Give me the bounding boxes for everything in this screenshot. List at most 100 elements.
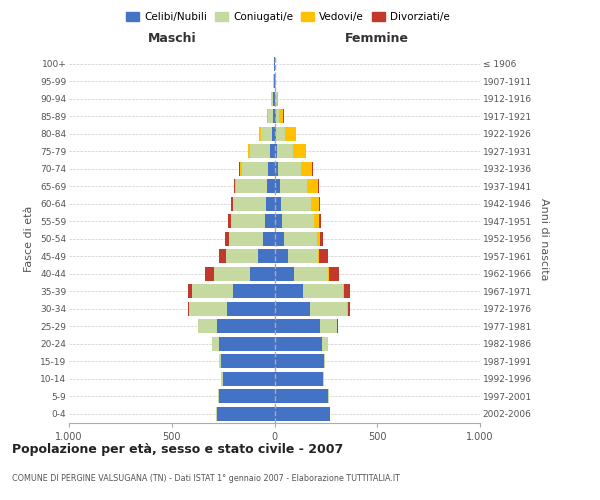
Bar	[275, 144, 277, 158]
Bar	[221, 354, 275, 368]
Bar	[324, 354, 325, 368]
Text: COMUNE DI PERGINE VALSUGANA (TN) - Dati ISTAT 1° gennaio 2007 - Elaborazione TUT: COMUNE DI PERGINE VALSUGANA (TN) - Dati …	[12, 474, 400, 483]
Bar	[227, 302, 275, 316]
Bar	[275, 266, 294, 281]
Bar	[275, 214, 281, 228]
Bar	[271, 144, 275, 158]
Bar	[288, 249, 317, 264]
Bar	[268, 162, 275, 176]
Bar	[266, 109, 268, 124]
Bar	[319, 196, 320, 211]
Bar	[328, 266, 329, 281]
Bar	[272, 126, 275, 141]
Bar	[275, 372, 323, 386]
Bar	[274, 74, 275, 88]
Bar	[223, 372, 275, 386]
Bar	[265, 214, 275, 228]
Bar	[219, 389, 275, 404]
Bar	[266, 196, 275, 211]
Bar	[344, 284, 350, 298]
Bar	[229, 232, 263, 246]
Bar	[319, 214, 321, 228]
Bar	[320, 232, 323, 246]
Text: Femmine: Femmine	[345, 32, 409, 44]
Bar	[273, 109, 275, 124]
Bar	[231, 196, 233, 211]
Legend: Celibi/Nubili, Coniugati/e, Vedovi/e, Divorziati/e: Celibi/Nubili, Coniugati/e, Vedovi/e, Di…	[122, 8, 454, 26]
Bar	[217, 319, 275, 334]
Bar	[280, 179, 307, 194]
Bar	[274, 92, 275, 106]
Bar	[281, 196, 311, 211]
Bar	[303, 284, 343, 298]
Bar	[268, 109, 273, 124]
Bar	[214, 266, 250, 281]
Bar	[193, 284, 233, 298]
Bar	[278, 162, 301, 176]
Bar	[314, 214, 319, 228]
Bar	[250, 266, 275, 281]
Bar	[240, 162, 242, 176]
Bar	[242, 162, 268, 176]
Bar	[275, 232, 284, 246]
Bar	[259, 126, 261, 141]
Bar	[275, 126, 276, 141]
Bar	[219, 354, 221, 368]
Bar	[276, 126, 286, 141]
Bar	[275, 179, 280, 194]
Bar	[293, 144, 306, 158]
Bar	[205, 266, 214, 281]
Bar	[217, 406, 275, 421]
Bar	[239, 162, 240, 176]
Bar	[310, 302, 347, 316]
Bar	[275, 302, 310, 316]
Bar	[221, 372, 223, 386]
Bar	[311, 196, 319, 211]
Bar	[263, 232, 275, 246]
Bar	[226, 249, 258, 264]
Bar	[188, 302, 189, 316]
Bar	[317, 179, 319, 194]
Bar	[268, 179, 275, 194]
Bar	[236, 179, 268, 194]
Bar	[279, 109, 283, 124]
Bar	[275, 249, 288, 264]
Bar	[275, 284, 303, 298]
Bar	[275, 389, 328, 404]
Bar	[275, 354, 324, 368]
Bar	[188, 284, 192, 298]
Bar	[319, 249, 328, 264]
Bar	[275, 196, 281, 211]
Bar	[198, 319, 199, 334]
Bar	[232, 214, 265, 228]
Bar	[294, 266, 328, 281]
Bar	[284, 232, 317, 246]
Bar	[275, 109, 279, 124]
Bar	[273, 74, 274, 88]
Bar	[275, 162, 278, 176]
Bar	[275, 319, 320, 334]
Bar	[275, 336, 322, 351]
Bar	[323, 372, 324, 386]
Bar	[233, 196, 266, 211]
Bar	[337, 319, 338, 334]
Bar	[329, 266, 339, 281]
Bar	[281, 214, 314, 228]
Text: Popolazione per età, sesso e stato civile - 2007: Popolazione per età, sesso e stato civil…	[12, 442, 343, 456]
Bar	[317, 232, 320, 246]
Bar	[307, 179, 317, 194]
Y-axis label: Anni di nascita: Anni di nascita	[539, 198, 548, 280]
Bar	[258, 249, 275, 264]
Bar	[233, 284, 275, 298]
Bar	[320, 319, 337, 334]
Bar	[189, 302, 227, 316]
Bar	[277, 144, 293, 158]
Bar	[301, 162, 312, 176]
Bar	[219, 336, 275, 351]
Bar	[347, 302, 350, 316]
Bar	[235, 179, 236, 194]
Bar	[275, 406, 330, 421]
Bar	[250, 144, 271, 158]
Bar	[248, 144, 250, 158]
Bar	[199, 319, 217, 334]
